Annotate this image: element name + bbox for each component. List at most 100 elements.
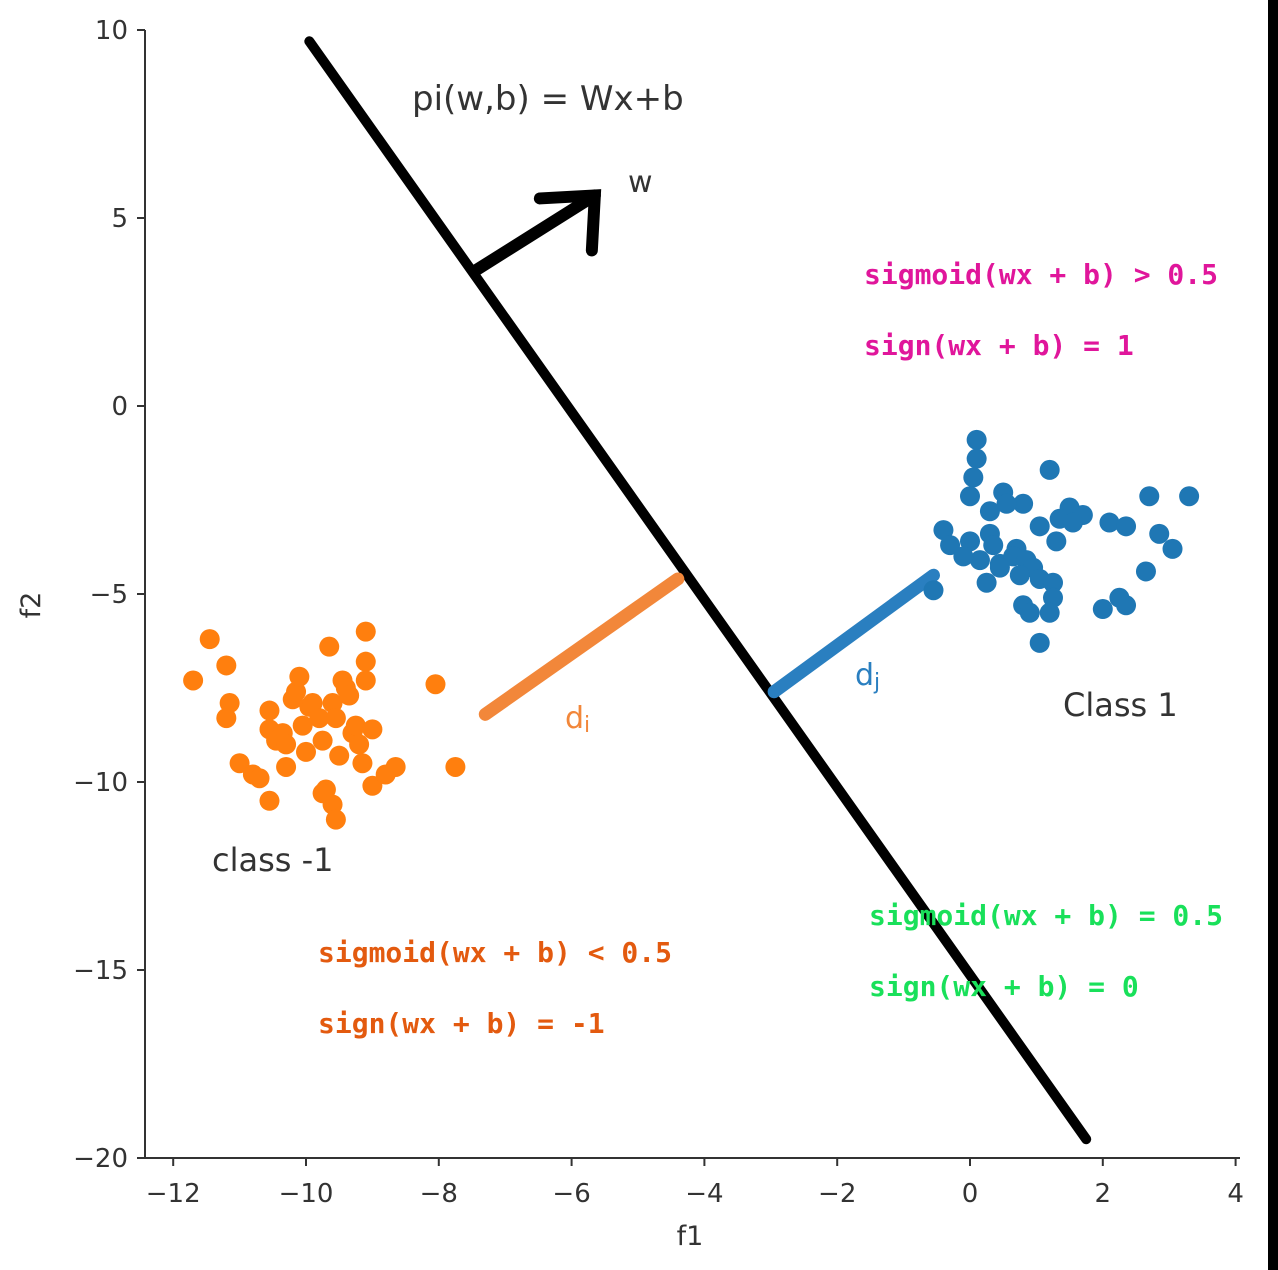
class-neg1-point [322, 693, 343, 714]
class-1-point [1092, 599, 1113, 620]
class-neg1-point [296, 741, 316, 762]
class-neg1-point [249, 768, 270, 789]
positive-sign-text: sign(wx + b) = 1 [864, 329, 1134, 362]
negative-sign-text: sign(wx + b) = -1 [318, 1007, 605, 1040]
class-1-point [960, 531, 980, 552]
class-neg1-point [345, 715, 366, 736]
class-1-point [966, 429, 987, 450]
class-neg1-point [183, 670, 204, 691]
distance-label-i-main: d [565, 701, 584, 736]
class-1-point [960, 486, 980, 507]
class-1-point [923, 580, 944, 601]
class-1-point [1029, 516, 1050, 537]
class-neg1-point [276, 756, 297, 777]
class-1-point [983, 535, 1004, 556]
class-1-point [1139, 486, 1160, 507]
zero-sign-text: sign(wx + b) = 0 [869, 970, 1139, 1003]
y-axis-label: f2 [16, 592, 47, 619]
x-tick-label: −4 [685, 1179, 723, 1209]
class-1-point [1019, 602, 1040, 623]
class-neg1-point [276, 734, 297, 755]
class-neg1-point [292, 715, 313, 736]
class-neg1-point [289, 666, 310, 687]
class-neg1-point [425, 674, 446, 695]
right-border-strip [1268, 0, 1278, 1270]
class-1-point [1099, 512, 1120, 533]
x-tick-label: −10 [279, 1179, 334, 1209]
class-1-point [1046, 531, 1067, 552]
class-1-point [1039, 459, 1060, 480]
class-1-point [1116, 595, 1137, 616]
class-neg1-point [286, 681, 307, 702]
x-tick-label: −6 [552, 1179, 590, 1209]
class-neg1-point [329, 745, 350, 766]
x-tick-label: −2 [818, 1179, 856, 1209]
class-neg1-point [309, 708, 330, 729]
y-tick-label: −5 [90, 580, 128, 610]
y-tick-label: 10 [95, 16, 128, 46]
class-1-point [979, 501, 1000, 522]
class-1-point [1043, 572, 1063, 593]
class-neg1-point [219, 693, 240, 714]
zero-sigmoid-text: sigmoid(wx + b) = 0.5 [869, 899, 1223, 932]
class-neg1-point [325, 809, 346, 830]
class-1-point [1029, 632, 1050, 653]
class-neg1-point [385, 756, 406, 777]
class-1-point [963, 467, 984, 488]
class-neg1-point [355, 670, 376, 691]
class-1-point [1179, 486, 1200, 507]
class-neg1-point [325, 708, 346, 729]
class-neg1-point [352, 753, 373, 774]
class-neg1-point [259, 790, 280, 811]
x-tick-label: −12 [146, 1179, 201, 1209]
data-marks [183, 36, 1200, 1145]
y-tick-label: −10 [73, 768, 128, 798]
blue-distance [767, 568, 940, 699]
distance-label-j-main: d [855, 658, 874, 693]
class-neg1-point [362, 719, 383, 740]
distance-label-i: di [565, 701, 590, 738]
class-neg1-point [216, 708, 237, 729]
x-tick-label: 0 [962, 1179, 979, 1209]
class-neg1-point [319, 636, 340, 657]
class-neg1-point [312, 783, 333, 804]
y-tick-label: 0 [111, 392, 128, 422]
class-negative-label: class -1 [212, 841, 334, 879]
orange-distance [478, 572, 685, 721]
class-neg1-point [216, 655, 237, 676]
class-1-point [1009, 565, 1030, 586]
class-1-point [1062, 512, 1083, 533]
class-neg1-point [445, 756, 466, 777]
class-1-point [933, 520, 954, 541]
class-1-point [989, 557, 1010, 578]
distance-label-j: dj [855, 658, 880, 695]
positive-sigmoid-text: sigmoid(wx + b) > 0.5 [864, 258, 1218, 291]
class-positive-label: Class 1 [1063, 686, 1178, 724]
negative-sigmoid-text: sigmoid(wx + b) < 0.5 [318, 936, 672, 969]
class-1-point [1043, 587, 1063, 608]
y-tick-label: 5 [111, 204, 128, 234]
class-1-point [966, 448, 987, 469]
class-1-point [1149, 523, 1170, 544]
class-1-point [1135, 561, 1156, 582]
class-neg1-point [312, 730, 333, 751]
class-neg1-point [229, 753, 250, 774]
class-neg1-point [349, 734, 370, 755]
class-1-point [1162, 538, 1183, 559]
class-1-point [1039, 602, 1060, 623]
class-1-point [1013, 493, 1034, 514]
w-arrow-shaft [469, 189, 601, 277]
class-neg1-point [362, 775, 383, 796]
separating-line [304, 36, 1092, 1145]
y-tick-label: −20 [73, 1144, 128, 1174]
x-tick-label: 2 [1095, 1179, 1112, 1209]
x-tick-label: 4 [1227, 1179, 1244, 1209]
x-axis-label: f1 [677, 1221, 704, 1252]
class-neg1-point [339, 685, 360, 706]
class-1-point [953, 546, 974, 567]
class-1-point [996, 493, 1017, 514]
class-1-point [976, 572, 997, 593]
